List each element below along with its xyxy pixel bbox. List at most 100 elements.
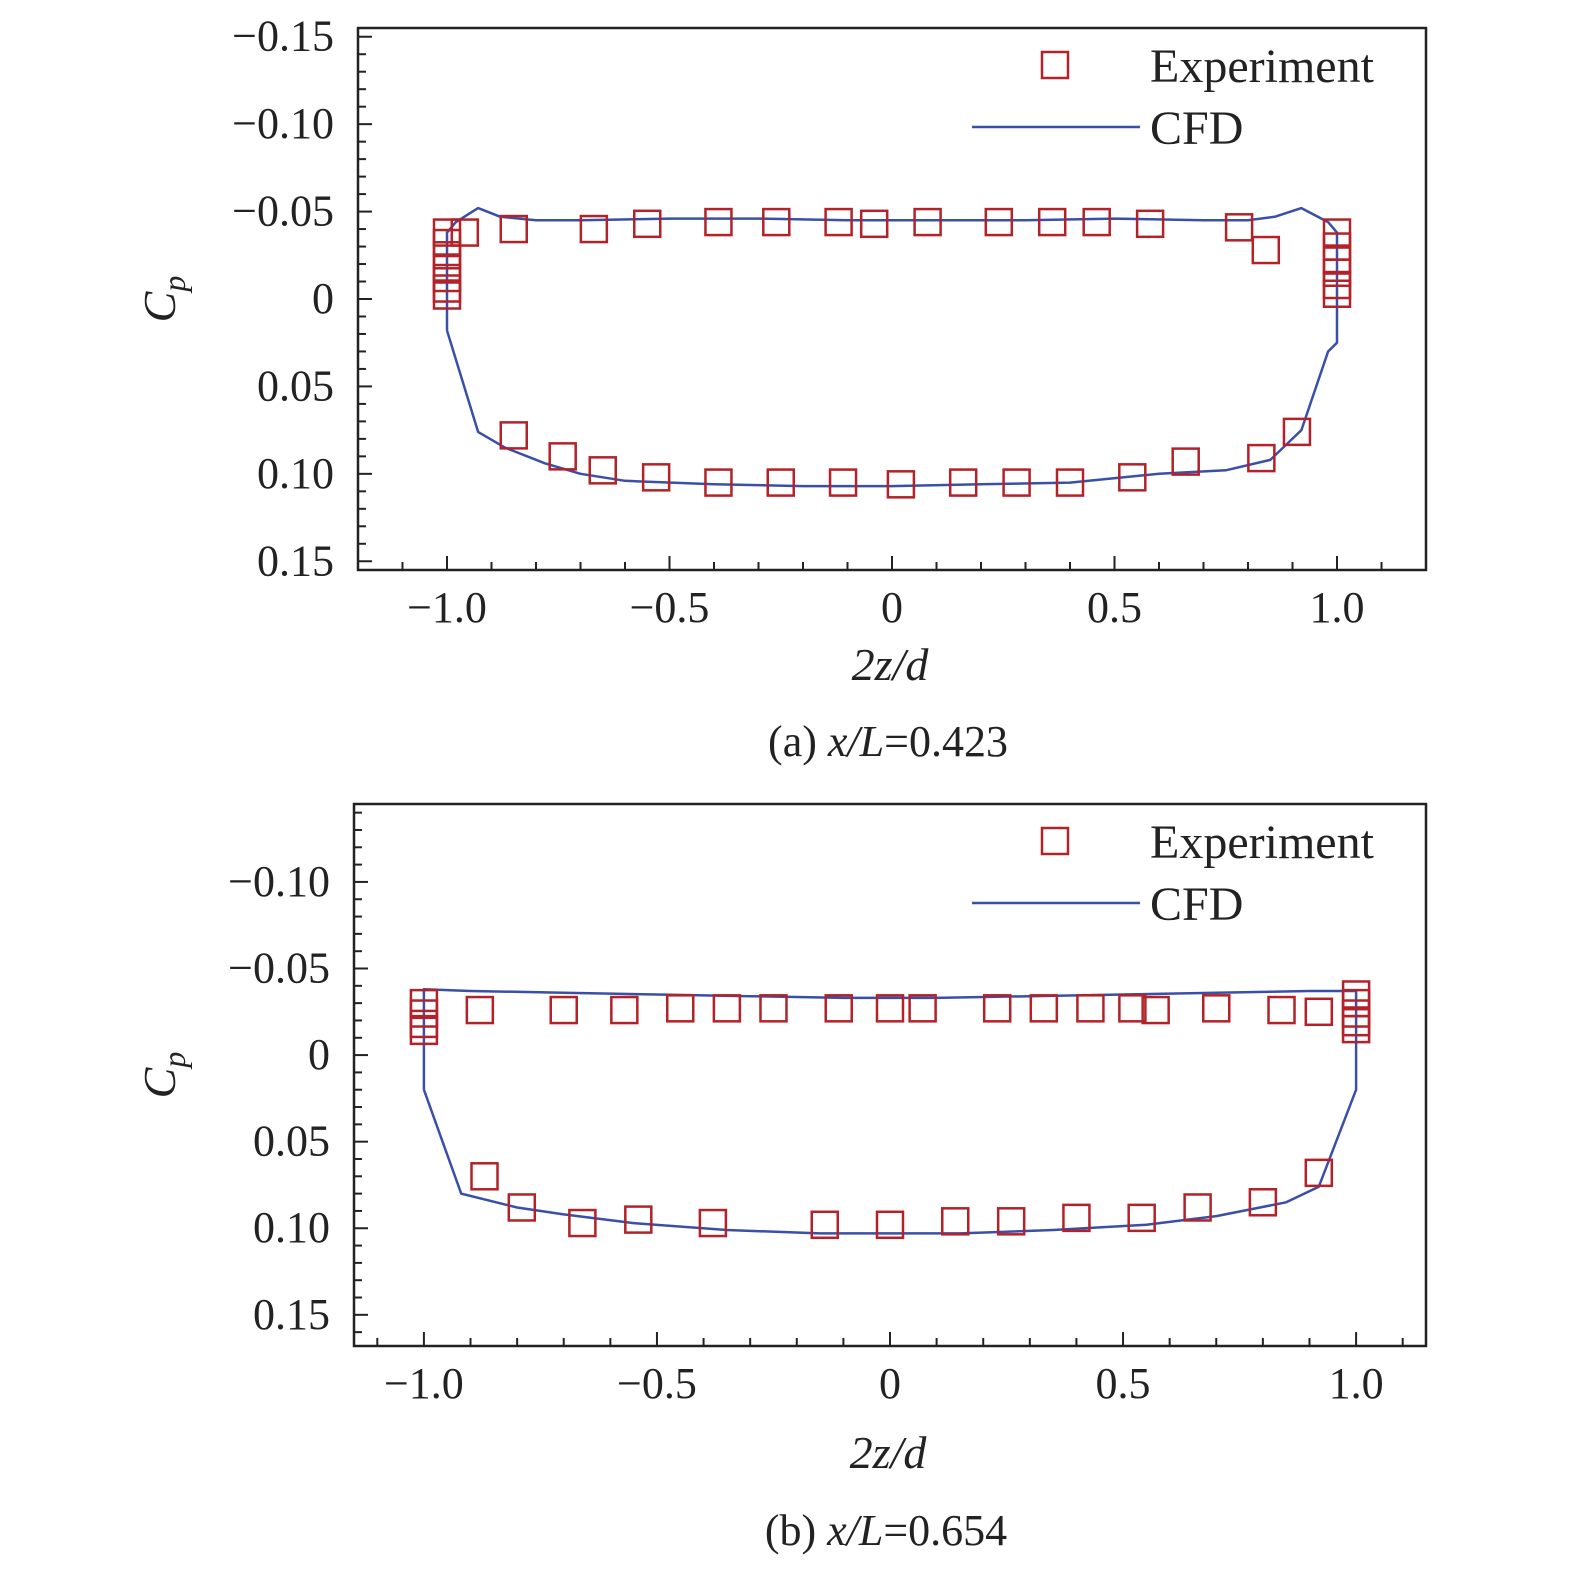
caption-prefix: (a): [768, 717, 828, 766]
experiment-data-point: [1304, 997, 1334, 1027]
x-tick-label: 0.5: [1087, 583, 1142, 632]
experiment-data-point: [579, 214, 609, 244]
x-tick-label: −1.0: [407, 583, 487, 632]
x-tick-label: −1.0: [384, 1359, 464, 1408]
cfd-series-line: [422, 988, 1358, 1235]
x-tick-label: −0.5: [630, 583, 710, 632]
experiment-data-point: [465, 995, 495, 1025]
experiment-data-point: [1282, 417, 1312, 447]
experiment-data-point: [633, 209, 662, 239]
y-axis-label-main: C: [134, 290, 185, 322]
experiment-data-point: [759, 994, 788, 1023]
experiment-data-point: [1029, 994, 1059, 1023]
x-tick-label: −0.5: [617, 1359, 697, 1408]
tick-labels-b: −1.0 −0.5 0 0.5 1.0 −0.10 −0.05 0 0.05 0.10 0.15: [228, 857, 1383, 1408]
experiment-data-point: [499, 214, 528, 244]
experiment-data-point: [908, 994, 937, 1023]
experiment-data-point: [859, 209, 889, 239]
experiment-data-point: [1171, 447, 1200, 476]
experiment-data-point: [666, 994, 695, 1023]
y-axis-label-a: Cp: [134, 276, 192, 323]
experiment-data-point: [450, 218, 480, 247]
x-tick-label: 0.5: [1096, 1359, 1151, 1408]
y-axis-label-main: C: [134, 1066, 185, 1098]
caption-b: (b) x/L=0.654: [765, 1506, 1007, 1555]
experiment-data-point: [762, 207, 791, 237]
experiment-data-point: [1304, 1158, 1334, 1188]
axes-frame-a: [356, 26, 1428, 572]
experiment-data-point: [499, 421, 528, 450]
legend-experiment-label: Experiment: [1150, 40, 1375, 93]
experiment-data-point: [1062, 1203, 1091, 1233]
y-axis-label-subscript: p: [156, 276, 192, 294]
experiment-data-point: [1127, 1203, 1156, 1233]
experiment-data-point: [1118, 463, 1147, 492]
experiment-data-point: [1055, 468, 1085, 497]
experiment-data-point: [824, 994, 853, 1023]
experiment-data-point: [409, 1016, 439, 1046]
ticks-b: [354, 811, 1404, 1346]
experiment-data-point: [704, 207, 733, 237]
x-tick-label: 1.0: [1310, 583, 1365, 632]
panel-b: −1.0 −0.5 0 0.5 1.0 −0.10 −0.05 0 0.05 0.10 0.15 E…: [134, 802, 1428, 1555]
y-axis-label-b: Cp: [134, 1052, 192, 1099]
experiment-data-point: [1076, 994, 1105, 1023]
experiment-data-point: [886, 470, 916, 499]
experiment-data-point: [1002, 468, 1031, 497]
y-tick-label: 0: [312, 274, 334, 323]
x-tick-label: 0: [879, 1359, 901, 1408]
caption-a: (a) x/L=0.423: [768, 717, 1008, 766]
y-tick-label: 0.05: [257, 361, 334, 410]
experiment-data-point: [1247, 443, 1276, 473]
cfd-series-line: [445, 206, 1339, 488]
experiment-data-point: [982, 994, 1012, 1023]
experiment-data-point: [1082, 207, 1111, 237]
experiment-data-point: [1135, 209, 1165, 239]
experiment-data-point: [698, 1208, 728, 1238]
experiment-data-point: [1118, 994, 1147, 1023]
series-b: [409, 980, 1371, 1240]
caption-prefix: (b): [765, 1506, 827, 1555]
experiment-data-point: [875, 994, 905, 1023]
experiment-data-point: [1202, 994, 1231, 1023]
axes-frame-b: [352, 802, 1428, 1348]
ticks-a: [358, 35, 1427, 570]
experiment-data-point: [1248, 1188, 1278, 1217]
experiment-data-point: [470, 1162, 499, 1191]
experiment-data-point: [948, 468, 978, 497]
experiment-data-point: [824, 207, 853, 237]
experiment-data-point: [828, 468, 858, 497]
experiment-data-point: [984, 207, 1014, 237]
experiment-data-point: [1267, 995, 1296, 1025]
experiment-data-point: [1037, 207, 1067, 237]
y-tick-label: 0: [308, 1030, 330, 1079]
y-tick-label: 0.10: [257, 449, 334, 498]
experiment-data-point: [641, 463, 671, 492]
experiment-data-point: [1224, 213, 1254, 242]
experiment-data-point: [712, 994, 742, 1023]
tick-labels-a: −1.0 −0.5 0 0.5 1.0 −0.15 −0.10 −0.05 0 0.05 0.10 0…: [232, 12, 1364, 632]
caption-value: =0.423: [884, 717, 1008, 766]
series-a: [432, 206, 1352, 499]
y-tick-label: 0.15: [257, 536, 334, 585]
experiment-data-point: [913, 207, 942, 237]
experiment-data-point: [549, 995, 578, 1025]
panel-a: −1.0 −0.5 0 0.5 1.0 −0.15 −0.10 −0.05 0 0.05 0.10 0…: [134, 12, 1428, 766]
experiment-data-point: [941, 1207, 970, 1236]
experiment-data-point: [1341, 1014, 1371, 1044]
y-tick-label: −0.10: [232, 99, 334, 148]
experiment-data-point: [624, 1205, 653, 1234]
experiment-data-point: [1251, 235, 1281, 265]
legend-experiment-label: Experiment: [1150, 816, 1375, 869]
experiment-data-point: [1322, 279, 1352, 309]
experiment-data-point: [704, 468, 733, 497]
legend-cfd-label: CFD: [1150, 878, 1243, 931]
experiment-data-point: [507, 1193, 537, 1222]
legend-b: Experiment CFD: [972, 816, 1375, 931]
experiment-data-point: [875, 1210, 905, 1240]
experiment-data-point: [996, 1207, 1026, 1236]
experiment-data-point: [610, 995, 639, 1025]
experiment-data-point: [432, 281, 462, 310]
legend-cfd-label: CFD: [1150, 102, 1243, 155]
